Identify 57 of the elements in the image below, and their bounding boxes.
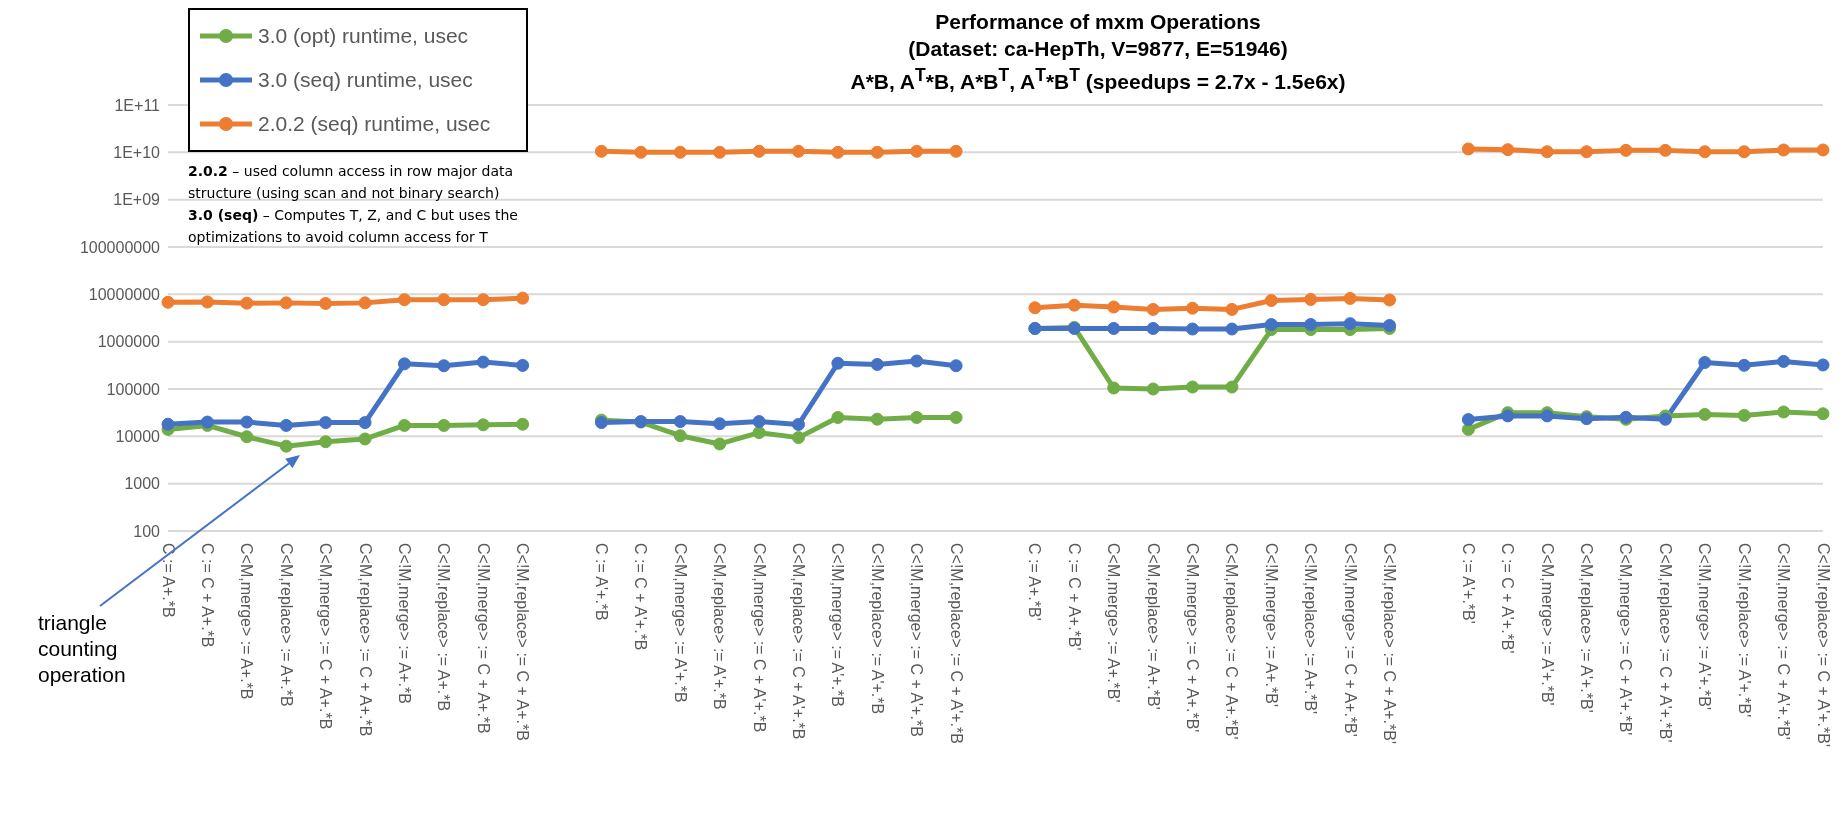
x-tick-label: C<!M,merge> := C + A+.*B' xyxy=(1341,543,1359,737)
x-tick-label: C<M,merge> := C + A'+.*B' xyxy=(1617,543,1635,736)
x-tick-label: C<!M,merge> := A'+.*B xyxy=(829,543,847,708)
x-tick-label: C := C + A'+.*B' xyxy=(1499,543,1517,654)
x-tick-label: C<!M,replace> := A+.*B xyxy=(435,543,453,712)
y-tick-label: 10000 xyxy=(115,428,161,446)
y-tick-label: 100 xyxy=(133,522,161,540)
x-tick-label: C<M,replace> := A'+.*B xyxy=(711,543,729,710)
chart-title: Performance of mxm Operations xyxy=(934,9,1262,35)
x-tick-label: C := C + A+.*B xyxy=(198,543,216,648)
x-tick-label: C<M,replace> := A+.*B' xyxy=(1144,543,1162,710)
x-tick-label: C<M,merge> := C + A+.*B' xyxy=(1184,543,1202,733)
y-tick-label: 1E+09 xyxy=(113,191,161,209)
x-tick-label: C<M,replace> := A+.*B xyxy=(277,543,295,707)
x-tick-label: C<M,merge> := C + A+.*B xyxy=(317,543,335,730)
x-tick-label: C := C + A'+.*B xyxy=(632,543,650,651)
x-tick-label: C<M,replace> := C + A'+.*B xyxy=(789,543,807,740)
y-tick-label: 1E+10 xyxy=(113,144,161,162)
x-tick-label: C := A'+.*B xyxy=(592,543,610,621)
annotation: 2.0.2 – used column access in row major data structure (using scan and not binary search) xyxy=(188,162,515,203)
x-tick-label: C<!M,merge> := A+.*B xyxy=(395,543,413,704)
x-tick-label: C<!M,replace> := C + A+.*B' xyxy=(1381,543,1399,744)
x-tick-label: C<!M,merge> := C + A+.*B xyxy=(474,543,492,734)
x-tick-label: C<M,replace> := C + A+.*B xyxy=(356,543,374,737)
x-tick-label: C<M,replace> := C + A'+.*B' xyxy=(1656,543,1674,743)
x-tick-label: C := C + A+.*B' xyxy=(1065,543,1083,651)
x-tick-label: C<!M,replace> := A'+.*B xyxy=(868,543,886,715)
legend-label: 3.0 (seq) runtime, usec xyxy=(258,68,473,92)
x-tick-label: C<M,merge> := A+.*B' xyxy=(1105,543,1123,703)
y-tick-label: 100000000 xyxy=(79,238,161,256)
legend-label: 3.0 (opt) runtime, usec xyxy=(258,24,469,48)
x-tick-label: C<!M,merge> := C + A'+.*B xyxy=(908,543,926,737)
x-tick-label: C<M,merge> := A+.*B xyxy=(238,543,256,700)
x-tick-label: C<!M,replace> := C + A'+.*B xyxy=(947,543,965,744)
x-tick-label: C<!M,replace> := A+.*B' xyxy=(1302,543,1320,715)
text: triangle counting operation xyxy=(38,610,127,688)
y-tick-label: 10000000 xyxy=(88,286,161,304)
annotation: 3.0 (seq) – Computes T, Z, and C but uses the optimizations to avoid column access for T xyxy=(188,206,519,247)
x-tick-label: C<M,merge> := A'+.*B' xyxy=(1538,543,1556,706)
x-tick-label: C<M,replace> := A'+.*B' xyxy=(1578,543,1596,713)
x-tick-label: C<!M,replace> := C + A'+.*B' xyxy=(1814,543,1832,747)
x-tick-label: C := A'+.*B' xyxy=(1459,543,1477,624)
x-tick-label: C<!M,merge> := C + A'+.*B' xyxy=(1775,543,1793,740)
y-tick-label: 1000000 xyxy=(97,333,161,351)
x-tick-label: C<!M,replace> := A'+.*B' xyxy=(1735,543,1753,718)
y-tick-label: 1000 xyxy=(124,475,161,493)
x-tick-label: C<M,replace> := C + A+.*B' xyxy=(1223,543,1241,740)
x-tick-label: C<!M,merge> := A+.*B' xyxy=(1262,543,1280,708)
y-tick-label: 100000 xyxy=(106,380,161,398)
x-tick-label: C<!M,merge> := A'+.*B' xyxy=(1696,543,1714,711)
y-tick-label: 1E+11 xyxy=(114,96,161,114)
x-tick-label: C<M,merge> := A'+.*B xyxy=(671,543,689,703)
x-tick-label: C<!M,replace> := C + A+.*B xyxy=(514,543,532,741)
x-tick-label: C<M,merge> := C + A'+.*B xyxy=(750,543,768,733)
text: (Dataset: ca-HepTh, V=9877, E=51946) A*B, A$^{T}$*B, A*B$^{T}$, A$^{T}$*B$^{T}$ (speedups = 2.7x - 1.5e6x) xyxy=(850,37,1346,93)
x-tick-label: C := A+.*B' xyxy=(1026,543,1044,621)
legend-label: 2.0.2 (seq) runtime, usec xyxy=(258,112,491,136)
